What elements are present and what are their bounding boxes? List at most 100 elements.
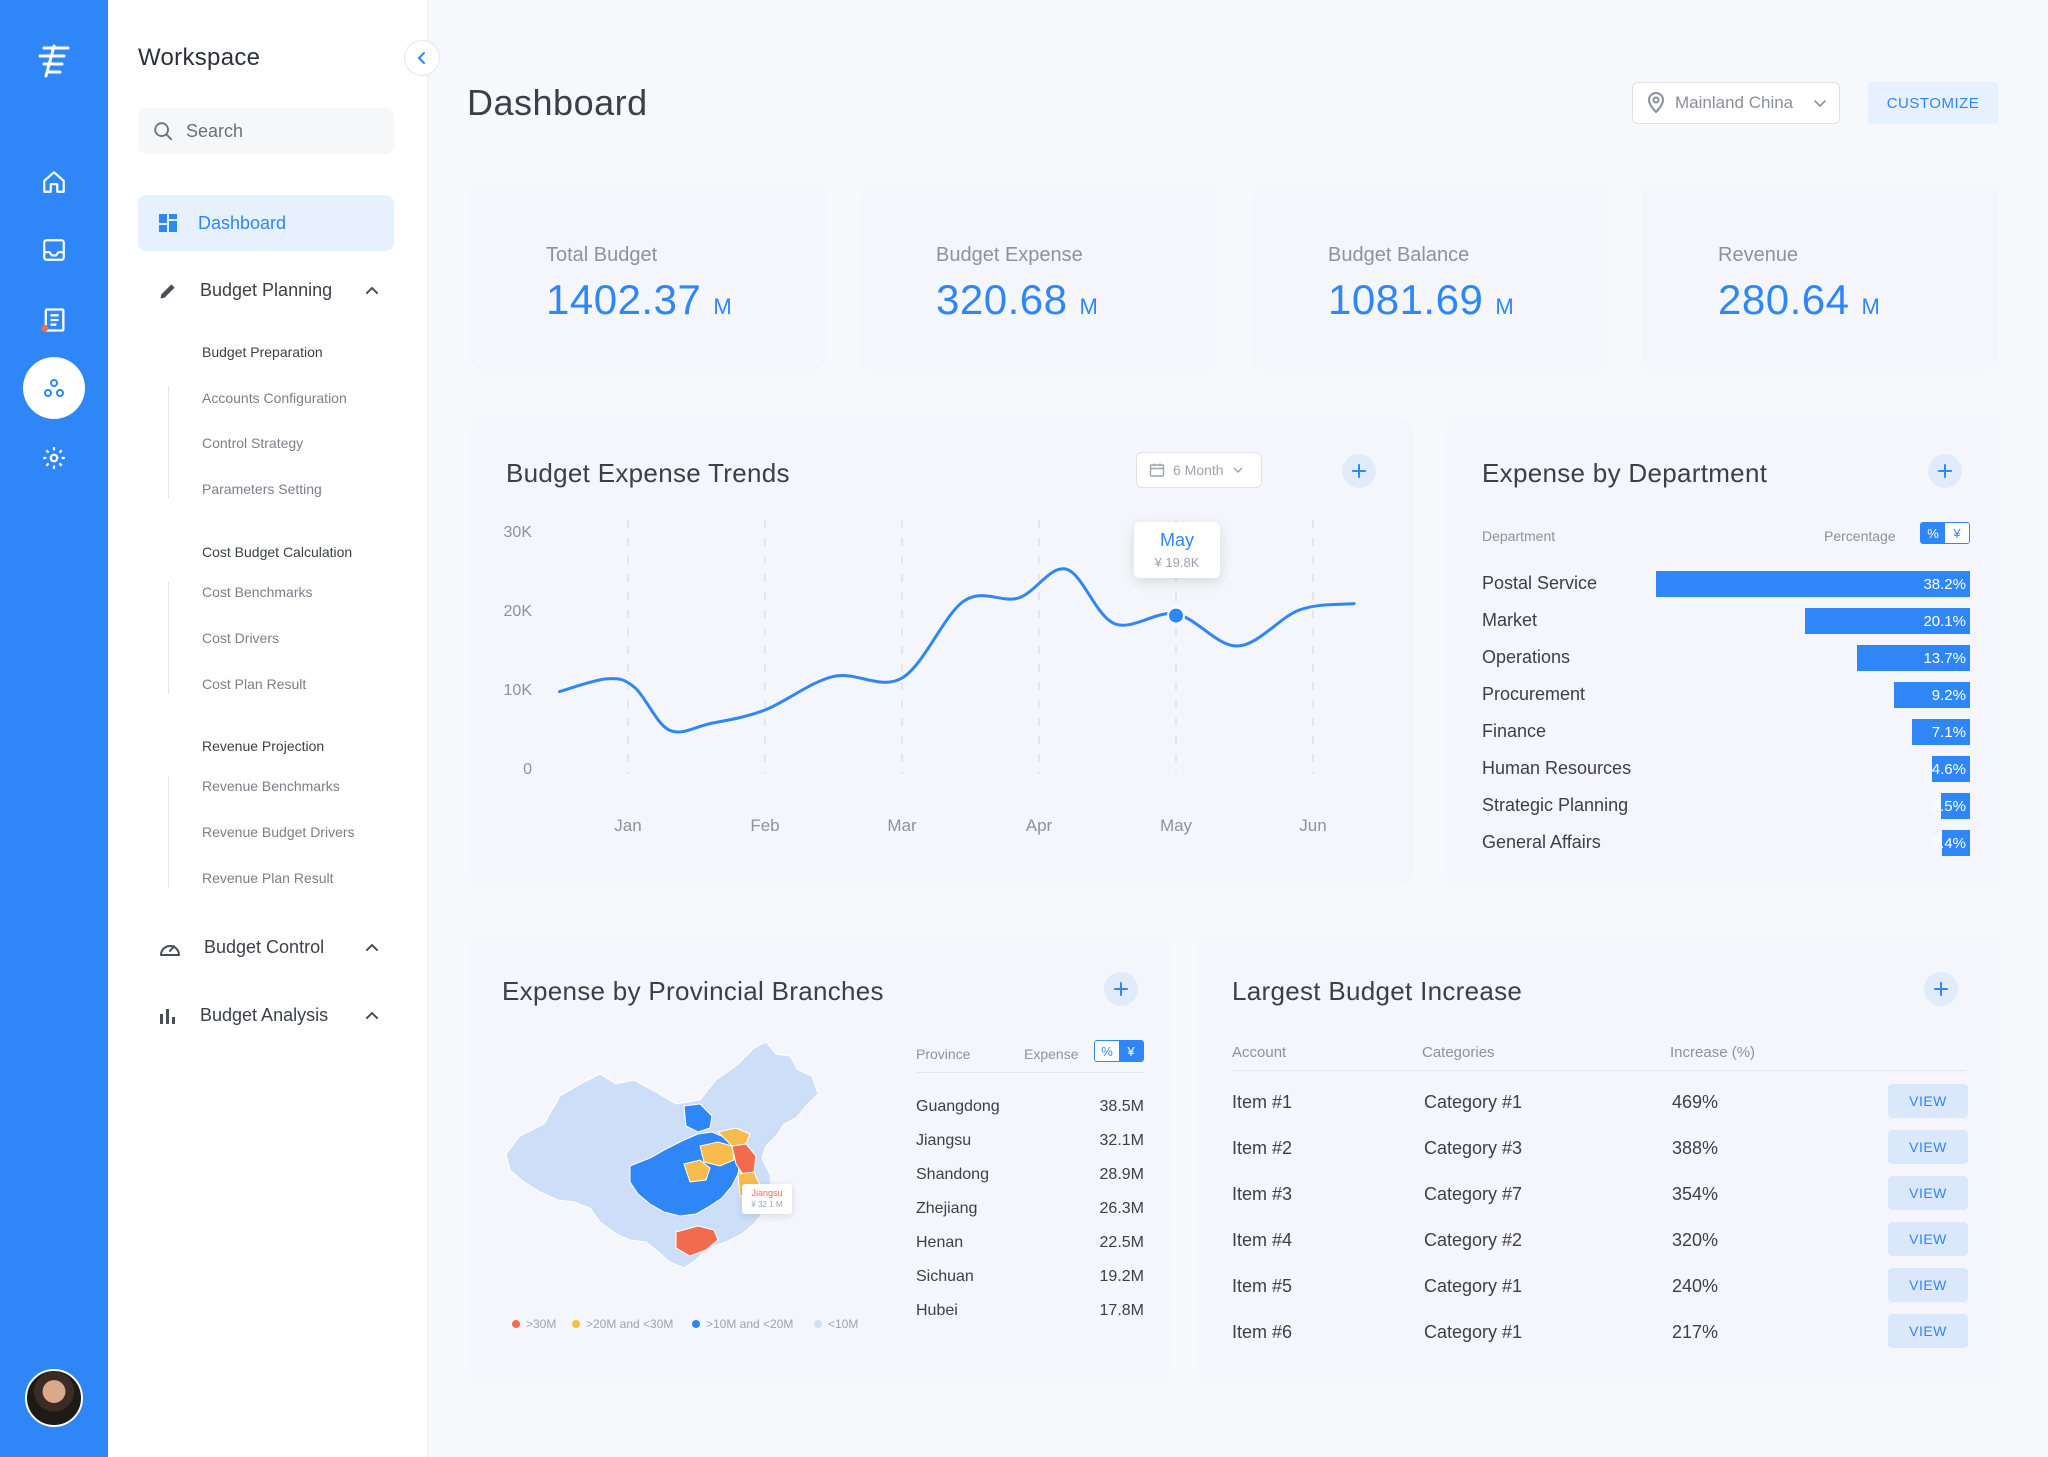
stat-card-total-budget: Total Budget 1402.37 M: [470, 184, 826, 370]
sidebar-item-revenue-benchmarks[interactable]: Revenue Benchmarks: [202, 778, 340, 794]
view-button[interactable]: VIEW: [1888, 1084, 1968, 1118]
province-row: Sichuan 19.2M: [916, 1268, 1144, 1286]
search-placeholder: Search: [186, 120, 244, 141]
china-map[interactable]: [500, 1036, 860, 1276]
add-widget-button[interactable]: [1928, 454, 1962, 488]
customize-button[interactable]: CUSTOMIZE: [1868, 82, 1998, 124]
stat-number: 1402.37: [546, 276, 702, 323]
sidebar-item-cost-plan-result[interactable]: Cost Plan Result: [202, 676, 307, 692]
report-icon[interactable]: [30, 296, 78, 344]
column-header-increase: Increase (%): [1670, 1044, 1756, 1061]
province-row: Henan 22.5M: [916, 1234, 1144, 1252]
legend-label: >10M and <20M: [706, 1317, 794, 1331]
legend-swatch: [692, 1320, 700, 1328]
sidebar-group-budget-planning[interactable]: Budget Planning: [158, 280, 378, 301]
y-tick-label: 20K: [503, 603, 532, 620]
sidebar-group-budget-analysis[interactable]: Budget Analysis: [158, 1005, 378, 1026]
department-name: Market: [1482, 610, 1538, 630]
legend-item: <10M: [814, 1317, 858, 1331]
cell-account: Item #1: [1232, 1092, 1293, 1112]
province-name: Hubei: [916, 1302, 958, 1319]
view-button[interactable]: VIEW: [1888, 1314, 1968, 1348]
tooltip-month: May: [1159, 530, 1194, 550]
stat-card-budget-expense: Budget Expense 320.68 M: [860, 184, 1216, 370]
sidebar-group-label: Budget Planning: [200, 280, 333, 300]
department-percent: 13.7%: [1923, 650, 1966, 667]
toggle-percent[interactable]: %: [1095, 1041, 1119, 1061]
settings-gear-icon[interactable]: [30, 434, 78, 482]
sidebar-item-cost-benchmarks[interactable]: Cost Benchmarks: [202, 584, 313, 600]
sidebar-group-budget-control[interactable]: Budget Control: [158, 937, 378, 958]
card-title: Budget Expense Trends: [506, 458, 790, 488]
cell-category: Category #7: [1424, 1184, 1523, 1204]
province-name: Sichuan: [916, 1268, 974, 1285]
sidebar-item-revenue-budget-drivers[interactable]: Revenue Budget Drivers: [202, 824, 355, 840]
department-percent: 20.1%: [1923, 613, 1966, 630]
x-tick-label: Feb: [750, 816, 780, 835]
department-row: Finance 7.1%: [1482, 719, 1970, 745]
sidebar-item-accounts-configuration[interactable]: Accounts Configuration: [202, 390, 347, 406]
view-button[interactable]: VIEW: [1888, 1176, 1968, 1210]
series-line: [558, 567, 1356, 734]
icon-rail: [0, 0, 108, 1457]
location-pin-icon: [1647, 92, 1665, 114]
department-name: Operations: [1482, 647, 1571, 667]
sidebar-item-dashboard[interactable]: Dashboard: [138, 195, 394, 251]
sidebar: Workspace Search Dashboard Budget Planni…: [108, 0, 440, 1457]
cell-account: Item #2: [1232, 1138, 1293, 1158]
location-select[interactable]: Mainland China: [1632, 82, 1840, 124]
workspace-title: Workspace: [138, 44, 261, 71]
column-header-percentage: Percentage: [1824, 528, 1896, 544]
highlight-point[interactable]: [1167, 606, 1185, 625]
sidebar-item-label: Dashboard: [198, 212, 287, 233]
view-button[interactable]: VIEW: [1888, 1222, 1968, 1256]
tooltip-value: ¥ 19.8K: [1154, 555, 1200, 570]
period-select[interactable]: 6 Month: [1136, 452, 1262, 488]
sidebar-item-cost-drivers[interactable]: Cost Drivers: [202, 630, 280, 646]
branches-icon[interactable]: [23, 357, 85, 419]
toggle-yen[interactable]: ¥: [1119, 1041, 1143, 1061]
y-tick-label: 0: [523, 761, 532, 778]
view-button[interactable]: VIEW: [1888, 1130, 1968, 1164]
stat-unit: M: [713, 294, 733, 319]
app-logo-icon: [34, 40, 74, 80]
stat-value: 1402.37 M: [546, 276, 732, 324]
section-title-budget-preparation[interactable]: Budget Preparation: [202, 344, 323, 360]
legend-swatch: [572, 1320, 580, 1328]
plus-icon: [1934, 982, 1948, 996]
department-row: Strategic Planning 3.5%: [1482, 793, 1970, 819]
cell-category: Category #1: [1424, 1276, 1523, 1296]
department-bar: 20.1%: [1804, 608, 1970, 634]
x-tick-label: Jan: [614, 816, 642, 835]
province-expense: 28.9M: [1099, 1166, 1144, 1183]
sidebar-item-parameters-setting[interactable]: Parameters Setting: [202, 481, 322, 497]
section-title-revenue-projection[interactable]: Revenue Projection: [202, 738, 325, 754]
add-widget-button[interactable]: [1924, 972, 1958, 1006]
unit-toggle[interactable]: % ¥: [1920, 522, 1970, 544]
chevron-down-icon: [1233, 467, 1243, 473]
chevron-up-icon: [366, 943, 378, 951]
section-title-cost-budget-calculation[interactable]: Cost Budget Calculation: [202, 544, 353, 560]
toggle-yen[interactable]: ¥: [1945, 523, 1969, 543]
stat-label: Budget Expense: [936, 244, 1083, 266]
unit-toggle[interactable]: % ¥: [1094, 1040, 1144, 1062]
tree-line: [168, 582, 169, 694]
inbox-icon[interactable]: [30, 226, 78, 274]
collapse-sidebar-button[interactable]: [404, 40, 440, 76]
provincial-branches-card: Expense by Provincial Branches Jiangsu ¥…: [470, 936, 1170, 1382]
search-input[interactable]: Search: [138, 108, 394, 154]
stat-label: Budget Balance: [1328, 244, 1470, 266]
view-button[interactable]: VIEW: [1888, 1268, 1968, 1302]
plus-icon: [1114, 982, 1128, 996]
column-header-province: Province: [916, 1046, 971, 1062]
toggle-percent[interactable]: %: [1921, 523, 1945, 543]
sidebar-item-control-strategy[interactable]: Control Strategy: [202, 435, 304, 451]
province-expense: 19.2M: [1099, 1268, 1144, 1285]
department-bar: 4.6%: [1932, 756, 1970, 782]
user-avatar[interactable]: [25, 1369, 83, 1427]
search-icon: [154, 122, 173, 141]
home-icon[interactable]: [30, 158, 78, 206]
add-widget-button[interactable]: [1104, 972, 1138, 1006]
sidebar-item-revenue-plan-result[interactable]: Revenue Plan Result: [202, 870, 334, 886]
add-widget-button[interactable]: [1342, 454, 1376, 488]
